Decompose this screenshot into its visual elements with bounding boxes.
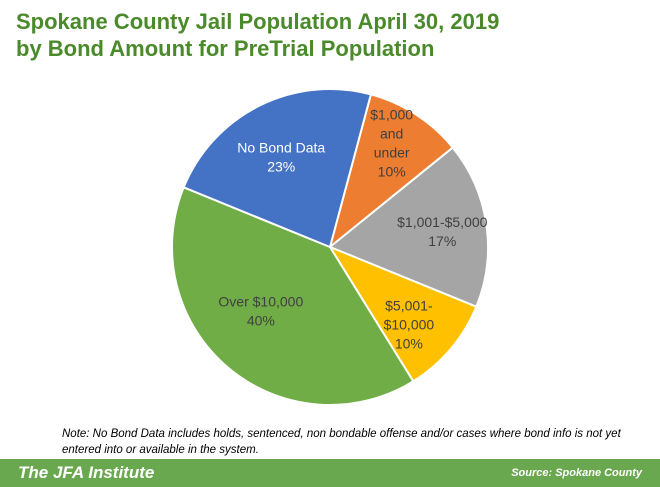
title-line-1: Spokane County Jail Population April 30,… bbox=[16, 9, 500, 34]
title-line-2: by Bond Amount for PreTrial Population bbox=[16, 36, 435, 61]
chart-title: Spokane County Jail Population April 30,… bbox=[16, 8, 646, 62]
pie-slice-3 bbox=[171, 185, 415, 406]
slice-label-4: No Bond Data 23% bbox=[237, 139, 325, 174]
pie-slice-2 bbox=[327, 244, 478, 383]
brand-name: The JFA Institute bbox=[18, 463, 155, 482]
footnote: Note: No Bond Data includes holds, sente… bbox=[62, 428, 621, 456]
slice-label-0: $1,000 and under 10% bbox=[370, 106, 413, 179]
source-credit: Source: Spokane County bbox=[511, 467, 642, 479]
slice-label-3: Over $10,000 40% bbox=[218, 293, 303, 328]
pie-slice-1 bbox=[328, 146, 489, 309]
slice-label-2: $5,001-$10,000 10% bbox=[384, 297, 435, 351]
slice-label-1: $1,001-$5,000 17% bbox=[397, 214, 488, 249]
footer-bar: The JFA Institute Source: Spokane County bbox=[0, 459, 660, 487]
pie-slice-4 bbox=[182, 88, 373, 249]
